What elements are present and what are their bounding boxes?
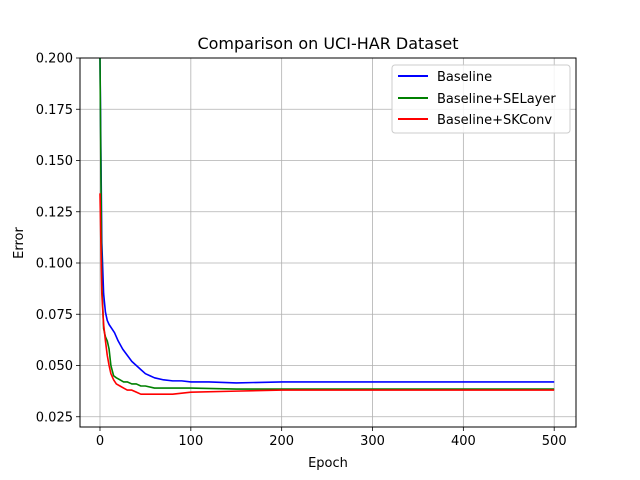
series-line-baseline-selayer <box>99 58 555 390</box>
legend-label-baseline: Baseline <box>437 70 492 85</box>
y-tick-label: 0.200 <box>36 52 73 67</box>
y-tick-label: 0.025 <box>36 410 73 425</box>
y-tick-label: 0.075 <box>36 308 73 323</box>
x-tick-label: 200 <box>269 434 294 449</box>
y-axis-title: Error <box>12 227 27 259</box>
chart-title: Comparison on UCI-HAR Dataset <box>197 34 458 53</box>
legend: Baseline Baseline+SELayer Baseline+SKCon… <box>391 64 571 134</box>
plot-frame <box>79 57 577 428</box>
x-tick-label: 300 <box>360 434 385 449</box>
x-axis-ticks: 0 100 200 300 400 500 <box>96 427 567 449</box>
legend-label-skconv: Baseline+SKConv <box>437 113 552 128</box>
x-tick-label: 0 <box>96 434 104 449</box>
series-line-baseline <box>99 58 555 384</box>
y-tick-label: 0.050 <box>36 359 73 374</box>
y-tick-label: 0.100 <box>36 257 73 272</box>
y-axis-ticks: 0.025 0.050 0.075 0.100 0.125 0.150 0.175 0.200 <box>36 52 80 425</box>
series-lines <box>99 58 555 396</box>
y-tick-label: 0.150 <box>36 154 73 169</box>
x-tick-label: 100 <box>178 434 203 449</box>
x-tick-label: 500 <box>542 434 567 449</box>
legend-label-selayer: Baseline+SELayer <box>437 92 556 107</box>
series-line-baseline-skconv <box>99 193 555 396</box>
x-tick-label: 400 <box>451 434 476 449</box>
legend-box <box>391 64 571 134</box>
y-tick-label: 0.175 <box>36 103 73 118</box>
y-tick-label: 0.125 <box>36 205 73 220</box>
x-axis-title: Epoch <box>308 456 348 471</box>
